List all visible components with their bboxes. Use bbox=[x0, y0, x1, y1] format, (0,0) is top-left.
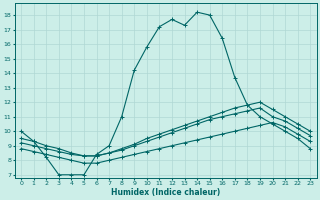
X-axis label: Humidex (Indice chaleur): Humidex (Indice chaleur) bbox=[111, 188, 220, 197]
